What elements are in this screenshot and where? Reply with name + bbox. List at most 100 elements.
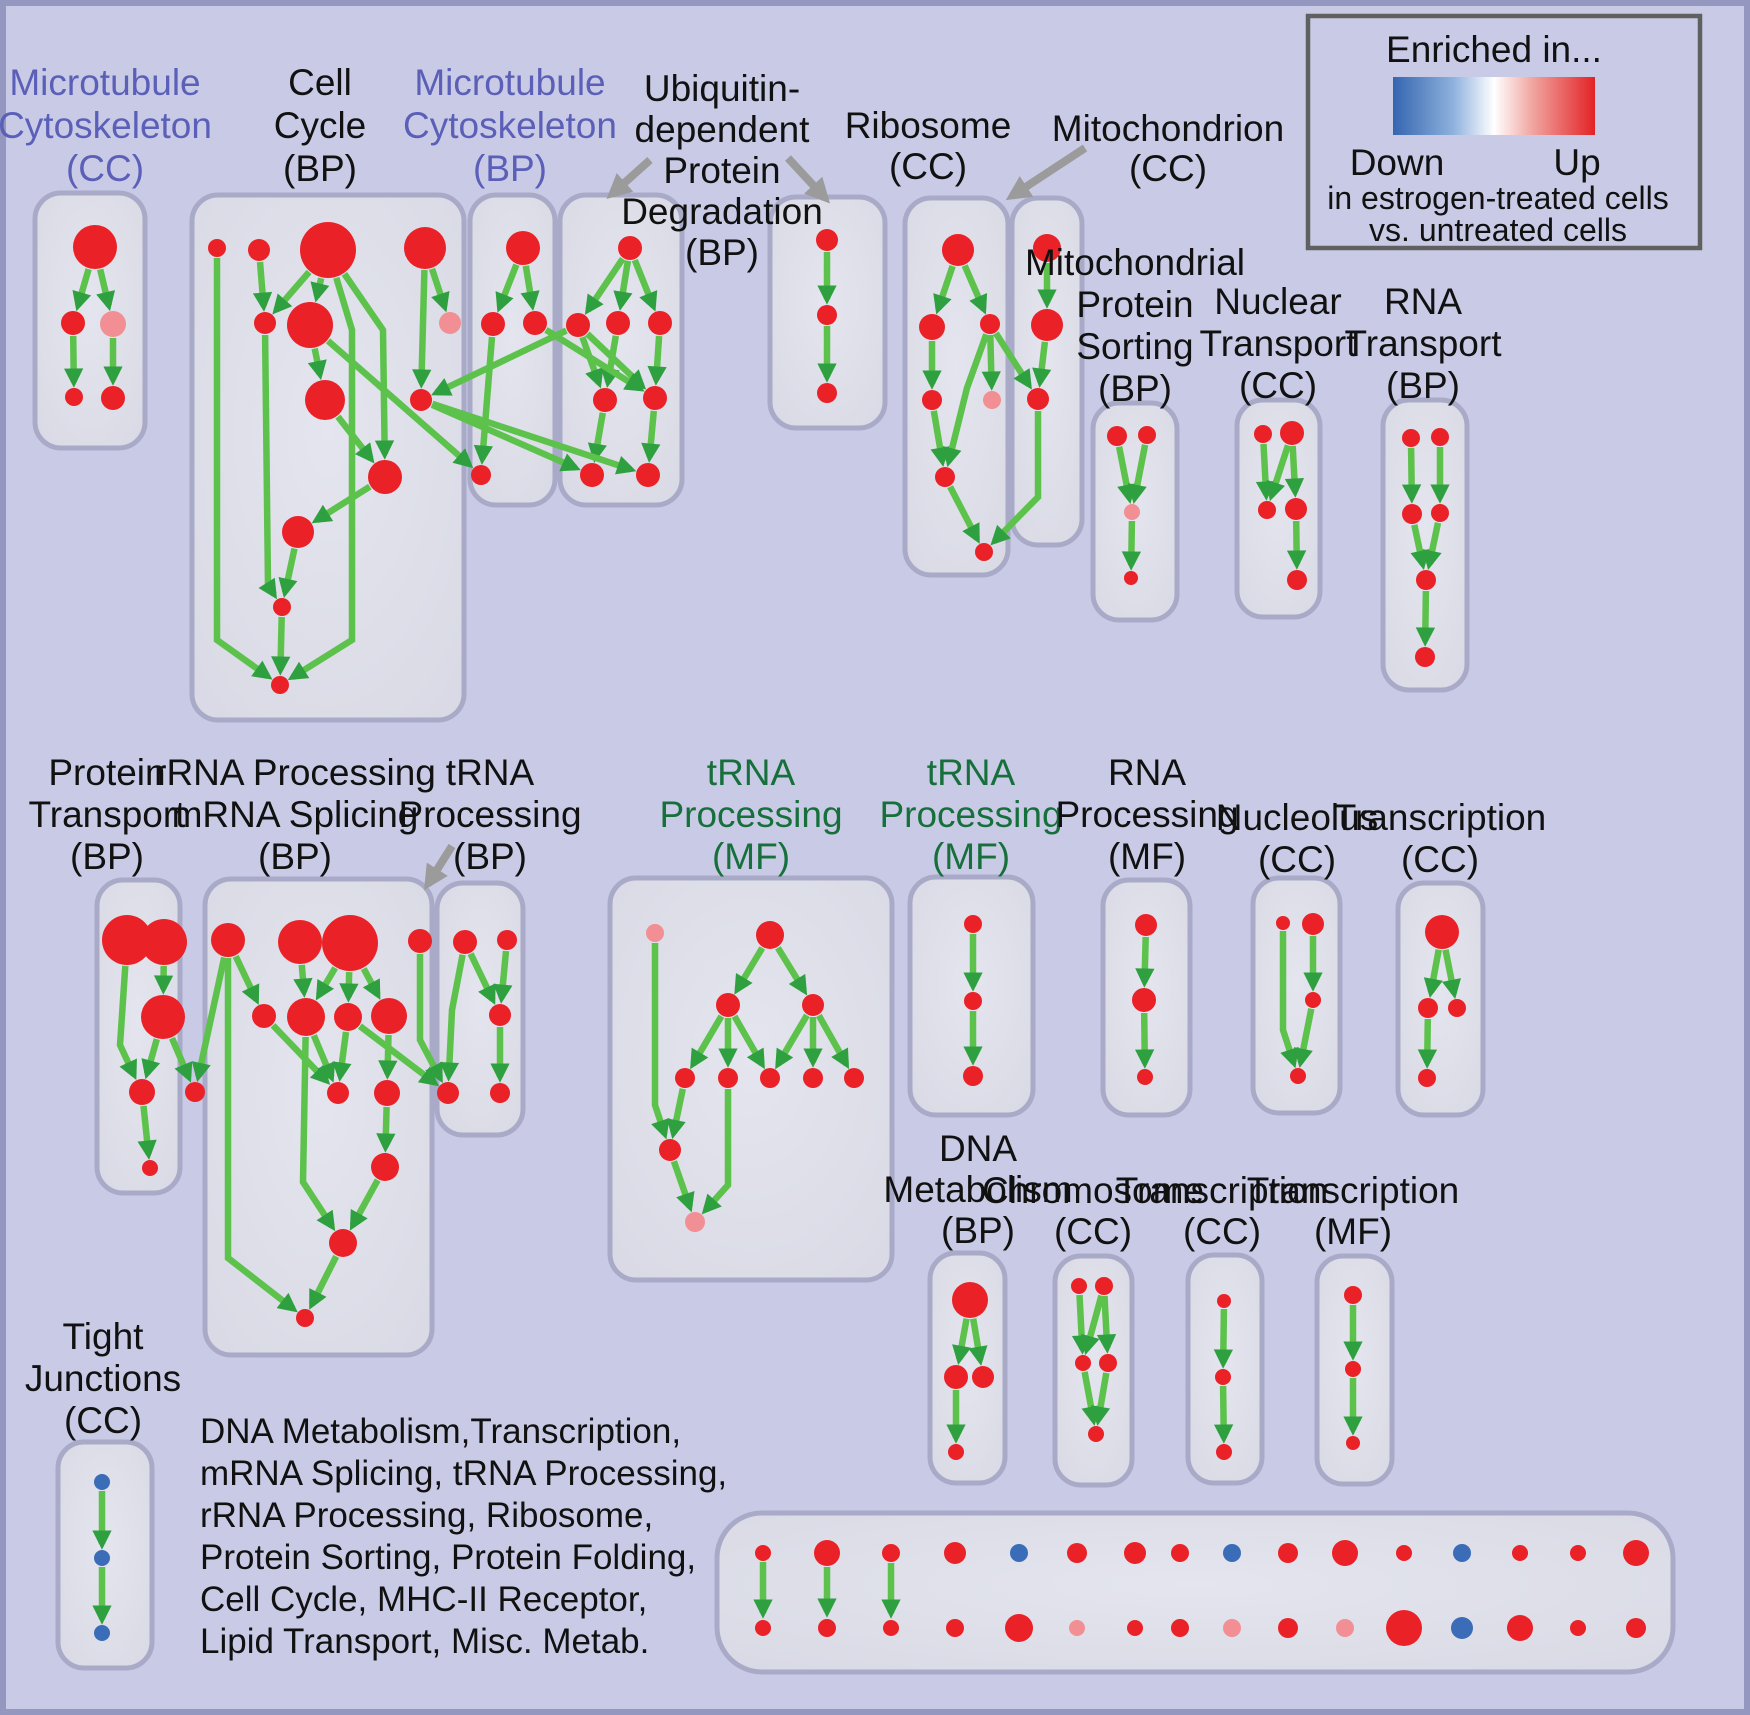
edge-arrow xyxy=(775,1013,810,1070)
go-node-rrna-M xyxy=(329,1229,357,1257)
go-node-tmf1-R2 xyxy=(718,1068,738,1088)
edge-arrow xyxy=(493,950,513,1004)
go-node-mps-b xyxy=(1138,426,1156,444)
go-node-cc-m2 xyxy=(287,302,333,348)
go-node-mixed-bottom-5 xyxy=(1069,1620,1085,1636)
go-node-mixed-top-13 xyxy=(1512,1545,1528,1561)
go-node-chrom-ml xyxy=(1075,1355,1091,1371)
edge-arrow xyxy=(258,334,278,600)
go-node-ntr-c xyxy=(1258,501,1276,519)
go-node-mps-d xyxy=(1124,571,1138,585)
cluster-label-tight-junc: Tight xyxy=(63,1316,145,1357)
cluster-label-mt-bp: Cytoskeleton xyxy=(403,105,617,146)
edge-arrow xyxy=(299,1036,336,1232)
cluster-label-trna-mf2: Processing xyxy=(879,794,1062,835)
edge-arrow xyxy=(631,258,658,312)
edge-arrow xyxy=(1032,341,1052,388)
cluster-label-mps: Protein xyxy=(1076,284,1193,325)
go-node-cc-t2 xyxy=(248,239,270,261)
go-node-rtr-e xyxy=(1416,570,1436,590)
go-node-mixed-bottom-8 xyxy=(1223,1619,1241,1637)
cluster-box-mixed-terms xyxy=(714,1510,1676,1675)
go-node-rrna-G2 xyxy=(334,1003,362,1031)
go-node-tmf2-c xyxy=(963,1066,983,1086)
cluster-label-trna-mf2: (MF) xyxy=(932,836,1010,877)
go-node-dnam-b xyxy=(948,1444,964,1460)
cluster-label-mt-cc: (CC) xyxy=(66,148,144,189)
go-node-tcc1-big xyxy=(1425,915,1459,949)
cluster-label-ubiq: Degradation xyxy=(621,191,823,232)
go-node-ub1-bl xyxy=(580,463,604,487)
edge-arrow xyxy=(670,1160,695,1213)
cluster-label-chromosome: Chromosome xyxy=(982,1170,1204,1211)
edge-arrow xyxy=(310,1034,336,1083)
edge-arrow xyxy=(1410,524,1430,570)
cluster-label-rna-trans: (BP) xyxy=(1386,365,1460,406)
annotation-arrows xyxy=(424,144,1088,891)
edge-arrow xyxy=(341,272,395,460)
edge-arrow xyxy=(332,1031,352,1082)
go-node-chrom-b xyxy=(1088,1426,1104,1442)
label-pointer-arrow-icon xyxy=(606,157,653,199)
go-node-ub2-a xyxy=(816,229,838,251)
go-node-rrna-F2 xyxy=(287,998,325,1036)
go-node-ntr-d xyxy=(1285,498,1307,520)
go-node-mito-a xyxy=(1033,234,1061,262)
go-node-tcc2-b xyxy=(1215,1369,1231,1385)
go-node-rrna-E xyxy=(185,1082,205,1102)
edge-arrow xyxy=(1080,1294,1105,1356)
go-node-ribo-big xyxy=(942,234,974,266)
cluster-label-mt-cc: Microtubule xyxy=(9,62,200,103)
go-node-rrna-I2 xyxy=(327,1082,349,1104)
cluster-box-ribo xyxy=(902,195,1011,578)
go-node-rrna-Bot xyxy=(296,1309,314,1327)
edge-arrow xyxy=(252,261,273,312)
edge-arrow xyxy=(990,411,1042,546)
go-node-rrna-E2 xyxy=(252,1004,276,1028)
cluster-label-prot-trans: (BP) xyxy=(70,836,144,877)
edge-arrow xyxy=(287,276,356,681)
edge-arrow xyxy=(947,485,980,544)
cluster-label-mt-cc: Cytoskeleton xyxy=(0,105,212,146)
edge-arrow xyxy=(666,1088,686,1140)
edge-arrow xyxy=(1286,520,1307,570)
edge-arrow xyxy=(641,410,661,463)
go-node-mixed-bottom-6 xyxy=(1127,1620,1143,1636)
go-node-mixed-top-5 xyxy=(1067,1543,1087,1563)
legend-subtitle: in estrogen-treated cells xyxy=(1327,180,1669,216)
edge-arrow xyxy=(544,327,645,392)
go-node-tmf1-pk2 xyxy=(685,1212,705,1232)
cluster-label-cell-cycle: (BP) xyxy=(283,148,357,189)
label-pointer-arrow-icon xyxy=(785,155,831,204)
edge-arrow xyxy=(1284,445,1305,498)
cluster-label-nucleolus: (CC) xyxy=(1258,839,1336,880)
go-node-ub1-top xyxy=(618,236,642,260)
edge-arrow xyxy=(293,964,313,998)
edge-arrow xyxy=(1121,520,1142,571)
go-node-mixed-top-10 xyxy=(1332,1540,1358,1566)
edge-arrow xyxy=(1096,1295,1117,1354)
cluster-label-trna-mf1: Processing xyxy=(659,794,842,835)
edge-arrow xyxy=(1266,444,1292,502)
edge-arrow xyxy=(731,1014,765,1070)
cluster-label-mps: Mitochondrial xyxy=(1025,242,1245,283)
go-node-mixed-top-15 xyxy=(1623,1540,1649,1566)
go-node-ub2-b xyxy=(817,305,837,325)
cluster-label-mps: (BP) xyxy=(1098,368,1172,409)
cluster-label-trans-mf: Transcription xyxy=(1247,1170,1459,1211)
go-node-mixed-bottom-0 xyxy=(755,1620,771,1636)
go-node-tj-b xyxy=(94,1550,110,1566)
go-node-ptr-F xyxy=(142,1160,158,1176)
edge-arrow xyxy=(360,967,381,1000)
cluster-label-rna-proc: RNA xyxy=(1108,752,1186,793)
go-node-cc-r1 xyxy=(273,598,291,616)
cluster-label-trans-mf: (MF) xyxy=(1314,1211,1392,1252)
go-node-cc-q1 xyxy=(282,516,314,548)
edge-arrow xyxy=(930,410,950,467)
edge-arrow xyxy=(96,268,116,312)
go-node-dnam-big xyxy=(952,1282,988,1318)
edge-arrow xyxy=(651,943,670,1140)
cluster-box-nucl xyxy=(1250,875,1343,1116)
legend-gradient-bar xyxy=(1393,77,1595,135)
cluster-label-chromosome: (CC) xyxy=(1054,1211,1132,1252)
